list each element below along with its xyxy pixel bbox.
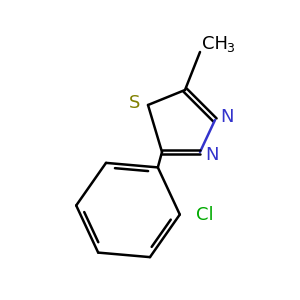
Text: S: S bbox=[129, 94, 141, 112]
Text: N: N bbox=[220, 108, 234, 126]
Text: N: N bbox=[205, 146, 219, 164]
Text: CH: CH bbox=[202, 35, 228, 53]
Text: 3: 3 bbox=[226, 43, 234, 56]
Text: Cl: Cl bbox=[196, 206, 213, 224]
